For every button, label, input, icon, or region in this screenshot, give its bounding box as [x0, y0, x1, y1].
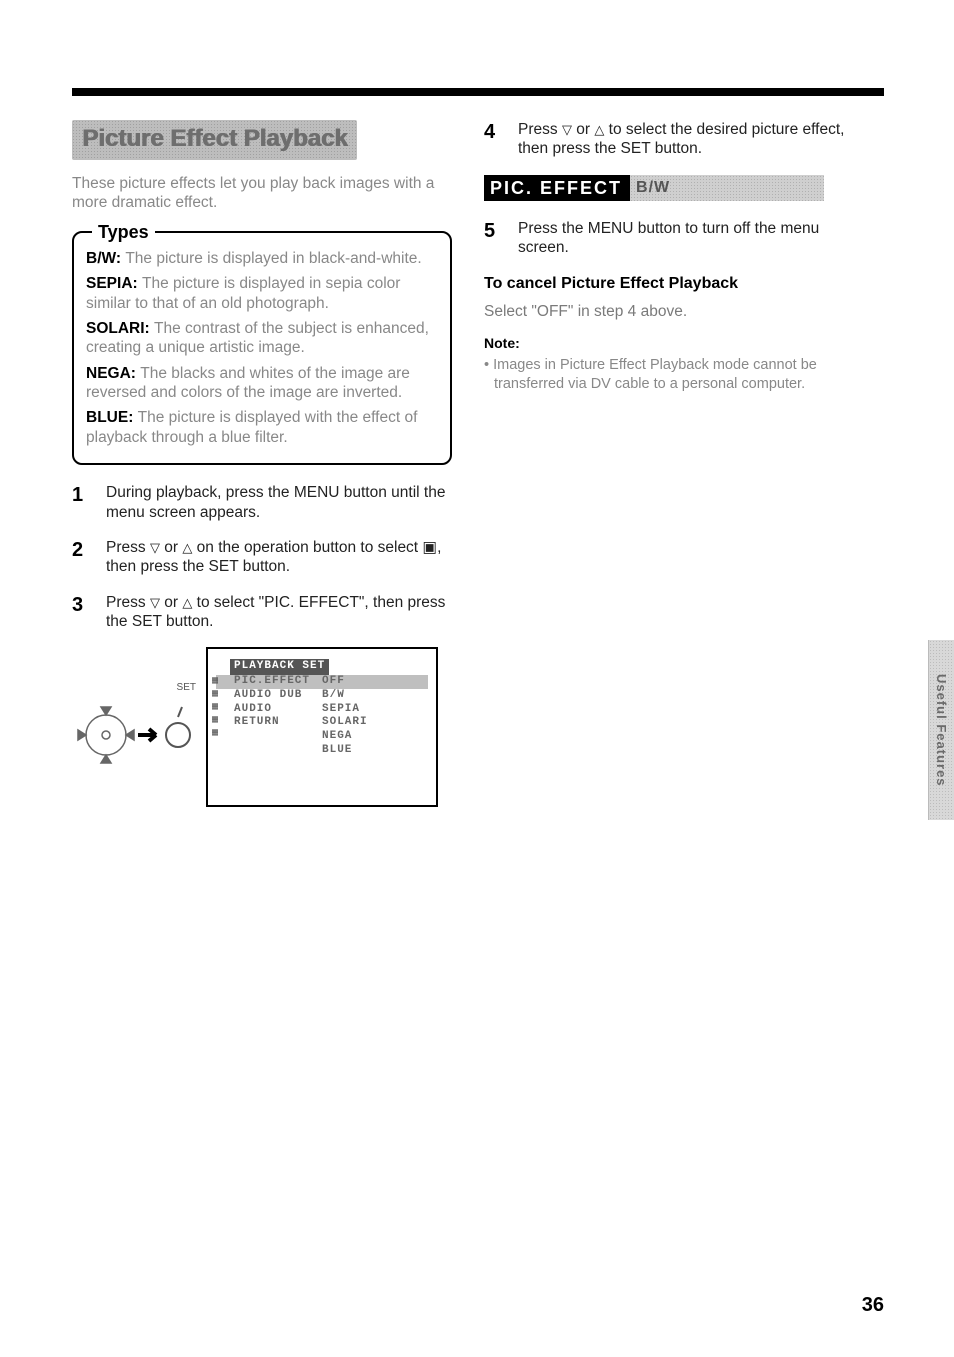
types-legend: Types [92, 221, 155, 244]
note-heading: Note: [484, 335, 864, 353]
step-4: 4 Press ▽ or △ to select the desired pic… [484, 120, 864, 159]
type-name: SEPIA: [86, 275, 142, 292]
right-column: 4 Press ▽ or △ to select the desired pic… [484, 120, 864, 807]
menu-cell-right: OFF [322, 675, 428, 689]
type-item: SOLARI: The contrast of the subject is e… [86, 319, 438, 358]
menu-row: NEGA [216, 730, 428, 744]
menu-cell-left: PIC.EFFECT [216, 675, 322, 689]
menu-cell-right: B/W [322, 689, 428, 703]
t: or [160, 539, 182, 556]
up-icon: △ [594, 122, 604, 137]
menu-row: AUDIO DUBB/W [216, 689, 428, 703]
banner-gray: B/W [630, 175, 824, 201]
step-text: Press ▽ or △ to select "PIC. EFFECT", th… [106, 593, 452, 632]
top-rule [72, 88, 884, 96]
type-item: B/W: The picture is displayed in black-a… [86, 249, 438, 268]
menu-cell-left: AUDIO [216, 703, 322, 717]
menu-row: PIC.EFFECTOFF [216, 675, 428, 689]
menu-cell-right: SOLARI [322, 716, 428, 730]
pic-effect-banner: PIC. EFFECT B/W [484, 175, 824, 201]
type-item: NEGA: The blacks and whites of the image… [86, 364, 438, 403]
menu-cell-left [216, 744, 322, 758]
t: or [160, 594, 182, 611]
type-name: B/W: [86, 250, 125, 267]
cancel-body: Select "OFF" in step 4 above. [484, 302, 864, 321]
step-1: 1 During playback, press the MENU button… [72, 483, 452, 522]
types-box: Types B/W: The picture is displayed in b… [72, 231, 452, 465]
menu-cell-right: NEGA [322, 730, 428, 744]
two-column-layout: Picture Effect Playback These picture ef… [72, 120, 884, 807]
note-body: • Images in Picture Effect Playback mode… [484, 356, 864, 392]
step-text: Press the MENU button to turn off the me… [518, 219, 864, 258]
menu-row: AUDIOSEPIA [216, 703, 428, 717]
joystick-diagram: SET [76, 682, 196, 772]
step-3: 3 Press ▽ or △ to select "PIC. EFFECT", … [72, 593, 452, 632]
type-name: SOLARI: [86, 320, 154, 337]
step-number: 4 [484, 120, 500, 159]
menu-screen: PLAYBACK SET ▦▦▦▦▦ PIC.EFFECTOFFAUDIO DU… [206, 647, 438, 807]
step-number: 3 [72, 593, 88, 632]
type-name: BLUE: [86, 409, 138, 426]
type-name: NEGA: [86, 365, 140, 382]
left-column: Picture Effect Playback These picture ef… [72, 120, 452, 807]
t: Press [518, 121, 562, 138]
down-icon: ▽ [562, 122, 572, 137]
step-number: 5 [484, 219, 500, 258]
up-icon: △ [182, 540, 192, 555]
page-number: 36 [862, 1294, 884, 1317]
menu-row: BLUE [216, 744, 428, 758]
menu-cell-right: BLUE [322, 744, 428, 758]
cancel-heading: To cancel Picture Effect Playback [484, 274, 864, 294]
type-desc: The picture is displayed in black-and-wh… [125, 250, 421, 267]
t: or [572, 121, 594, 138]
t: Press [106, 539, 150, 556]
down-icon: ▽ [150, 595, 160, 610]
menu-side-icons: ▦▦▦▦▦ [212, 675, 218, 740]
step-number: 2 [72, 538, 88, 577]
step-2: 2 Press ▽ or △ on the operation button t… [72, 538, 452, 577]
t: Press [106, 594, 150, 611]
joystick-icon [76, 697, 196, 767]
menu-cell-left [216, 730, 322, 744]
section-tab-label: Useful Features [934, 674, 949, 787]
section-tab: Useful Features [928, 640, 954, 820]
down-icon: ▽ [150, 540, 160, 555]
set-label: SET [76, 682, 196, 695]
type-item: BLUE: The picture is displayed with the … [86, 408, 438, 447]
intro-text: These picture effects let you play back … [72, 174, 452, 213]
menu-figure: SET [76, 647, 452, 807]
steps-left: 1 During playback, press the MENU button… [72, 483, 452, 631]
menu-cell-right: SEPIA [322, 703, 428, 717]
step-text: Press ▽ or △ on the operation button to … [106, 538, 452, 577]
type-item: SEPIA: The picture is displayed in sepia… [86, 274, 438, 313]
up-icon: △ [182, 595, 192, 610]
menu-title: PLAYBACK SET [230, 659, 329, 675]
manual-page: Picture Effect Playback These picture ef… [72, 88, 884, 807]
menu-cell-left: AUDIO DUB [216, 689, 322, 703]
section-title: Picture Effect Playback [72, 120, 357, 160]
step-number: 1 [72, 483, 88, 522]
banner-black: PIC. EFFECT [484, 175, 630, 201]
menu-row: RETURNSOLARI [216, 716, 428, 730]
step-text: Press ▽ or △ to select the desired pictu… [518, 120, 864, 159]
step-5: 5 Press the MENU button to turn off the … [484, 219, 864, 258]
menu-cell-left: RETURN [216, 716, 322, 730]
step-text: During playback, press the MENU button u… [106, 483, 452, 522]
